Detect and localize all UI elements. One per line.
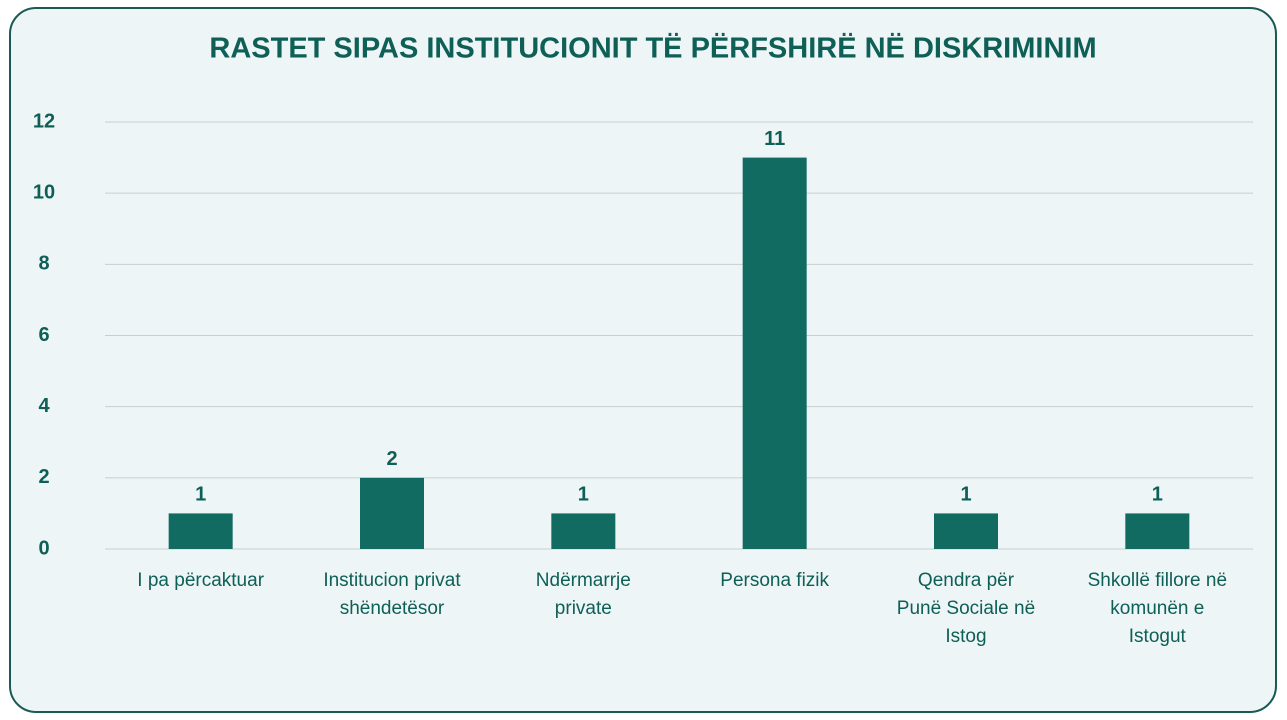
- x-tick-label: Institucion privat shëndetësor: [323, 570, 461, 619]
- y-tick-label: 6: [38, 324, 49, 346]
- value-label: 1: [578, 484, 589, 506]
- value-label: 1: [960, 484, 971, 506]
- bar: [360, 477, 424, 549]
- x-tick-label-box: I pa përcaktuar: [137, 570, 265, 591]
- y-tick-label: 2: [38, 466, 49, 488]
- chart-title: RASTET SIPAS INSTITUCIONIT TË PËRFSHIRË …: [209, 32, 1096, 65]
- value-label: 11: [764, 128, 785, 150]
- x-tick-label: Ndërmarrje private: [535, 570, 631, 619]
- x-tick-label-box: Qendra për Punë Sociale në Istog: [896, 570, 1036, 647]
- value-label: 1: [195, 484, 206, 506]
- y-tick-label: 0: [38, 537, 49, 559]
- x-tick-label-box: Institucion privat shëndetësor: [323, 570, 461, 619]
- bar: [168, 513, 233, 549]
- x-tick-label: I pa përcaktuar: [137, 570, 265, 591]
- value-label: 2: [386, 448, 397, 470]
- x-tick-label: Qendra për Punë Sociale në Istog: [896, 570, 1036, 647]
- x-tick-label-box: Persona fizik: [720, 570, 830, 591]
- y-tick-label: 4: [38, 395, 50, 417]
- x-tick-label: Persona fizik: [720, 570, 830, 591]
- y-tick-label: 12: [33, 110, 55, 132]
- bar: [934, 513, 998, 549]
- x-tick-label-box: Ndërmarrje private: [535, 570, 631, 619]
- bar: [551, 513, 616, 549]
- bar: [1125, 513, 1190, 549]
- bar: [742, 157, 807, 550]
- x-tick-label: Shkollë fillore në komunën e Istogut: [1087, 570, 1228, 647]
- value-label: 1: [1152, 484, 1163, 506]
- x-tick-label-box: Shkollë fillore në komunën e Istogut: [1087, 570, 1228, 647]
- y-tick-label: 8: [38, 253, 49, 275]
- y-tick-label: 10: [33, 181, 55, 203]
